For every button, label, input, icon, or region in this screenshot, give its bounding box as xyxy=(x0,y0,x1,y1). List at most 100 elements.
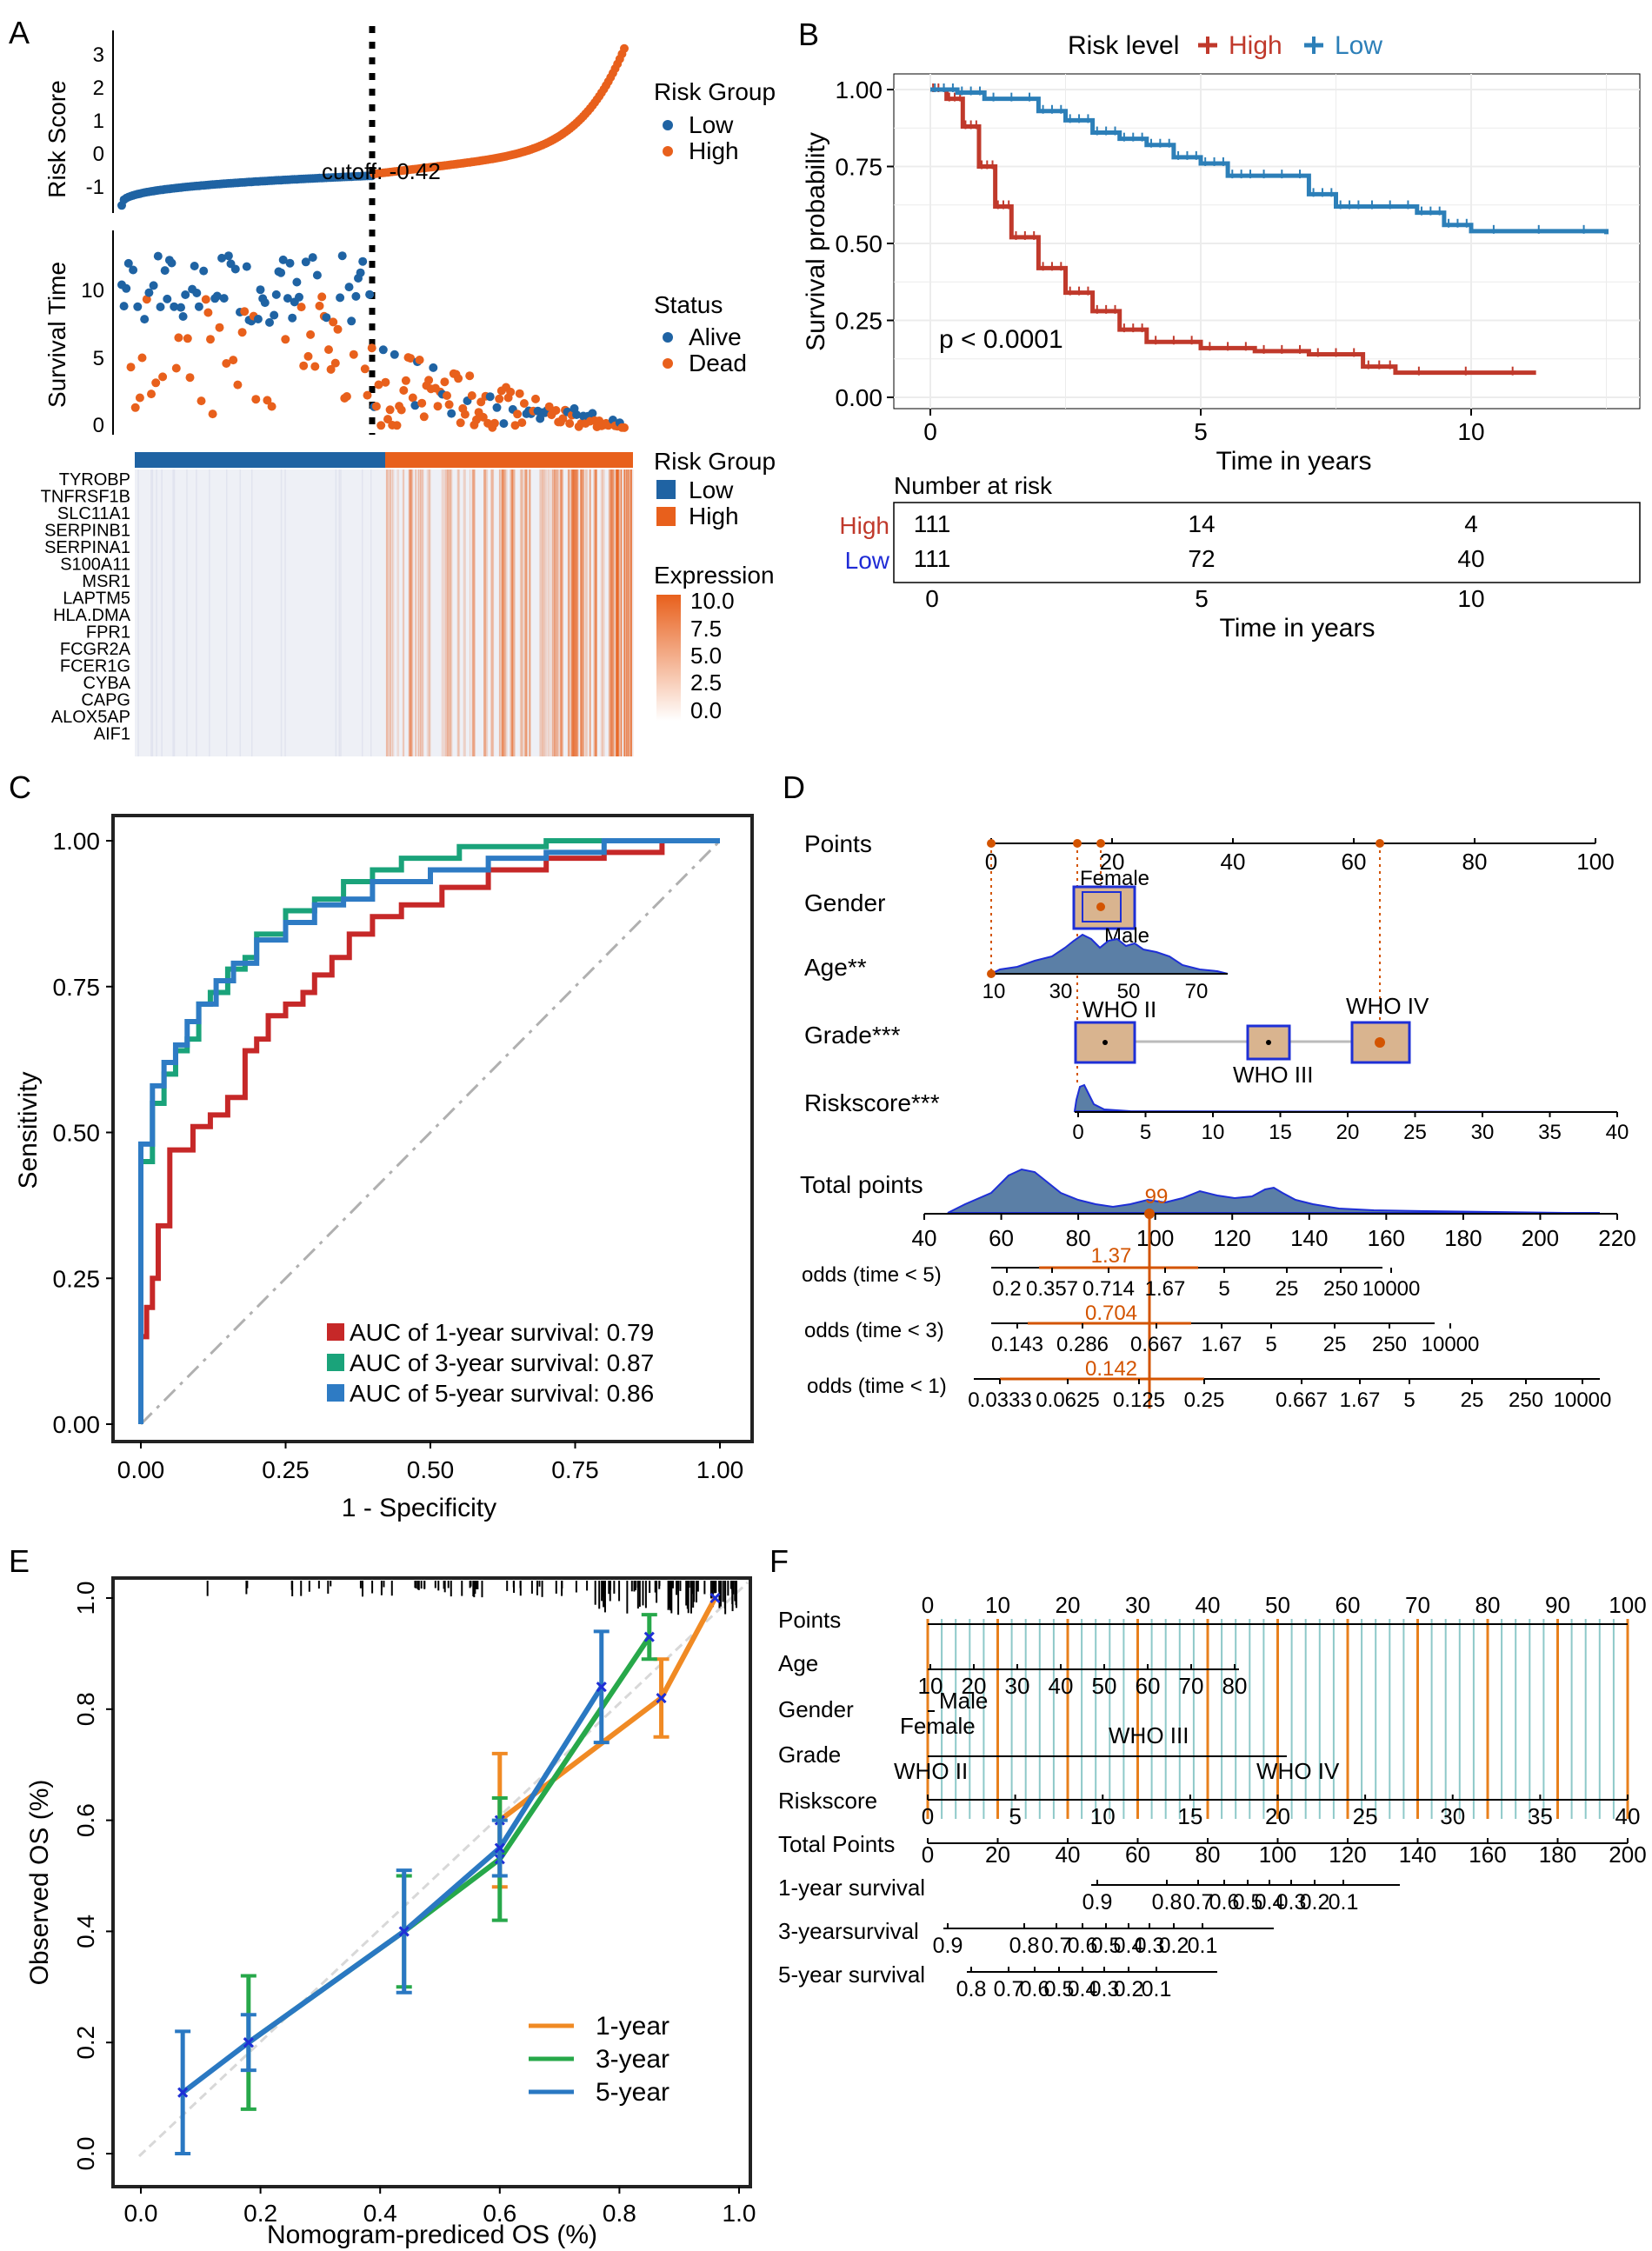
survival-dot xyxy=(194,302,203,311)
km-xlabel: Time in years xyxy=(1216,447,1372,476)
heatmap-stripe xyxy=(403,470,404,756)
heat-legend-high: High xyxy=(689,503,739,529)
km-legend-title: Risk level xyxy=(1068,31,1179,60)
cal-y-tick: 0.0 xyxy=(72,2137,99,2171)
heatmap-stripe xyxy=(447,470,449,756)
gene-label: ALOX5AP xyxy=(51,708,130,727)
survival-dot xyxy=(465,371,475,381)
survival-dot xyxy=(295,292,303,302)
heatmap-stripe xyxy=(629,470,630,756)
nomo-points-tick: 60 xyxy=(1342,849,1367,875)
heatmap-stripe xyxy=(511,470,513,756)
survival-dot xyxy=(329,317,338,327)
heatmap-stripe xyxy=(502,470,504,756)
heatmap-stripe xyxy=(526,470,528,756)
heatmap-stripe xyxy=(444,470,448,756)
roc-y-tick: 1.00 xyxy=(53,828,101,855)
f-risk-tick: 20 xyxy=(1265,1803,1290,1829)
nomo-age-tick: 70 xyxy=(1185,980,1209,1003)
f-grade-who2: WHO II xyxy=(894,1758,968,1784)
heatmap-stripe xyxy=(600,470,603,756)
nomo-total-tick: 100 xyxy=(1136,1225,1174,1251)
heatmap-stripe xyxy=(501,470,503,756)
heatmap-stripe xyxy=(555,470,558,756)
nomo-risk-tick: 5 xyxy=(1140,1121,1151,1144)
survival-dot xyxy=(153,251,163,261)
survival-dot xyxy=(160,266,170,276)
f-points-tick: 80 xyxy=(1475,1592,1501,1618)
f-age-tick: 30 xyxy=(1005,1673,1030,1699)
km-curve-high xyxy=(930,87,1536,376)
survival-dot xyxy=(296,303,306,312)
heat-legend-high-swatch xyxy=(656,507,676,526)
survival-dot xyxy=(440,377,450,387)
heatmap-stripe xyxy=(629,470,632,756)
heatmap-stripe xyxy=(511,470,513,756)
survival-dot xyxy=(531,394,540,403)
panel-letter-d: D xyxy=(783,769,805,805)
f-5yr-tick: 0.1 xyxy=(1142,1977,1172,2001)
f-risk-tick: 25 xyxy=(1353,1803,1378,1829)
f-1yr-tick: 0.7 xyxy=(1183,1890,1214,1915)
heatmap-stripe xyxy=(572,470,574,756)
heatmap-stripe xyxy=(391,470,393,756)
survival-dot xyxy=(367,343,376,353)
nomo-points-tick: 100 xyxy=(1576,849,1614,875)
heatmap-stripe xyxy=(583,470,585,756)
nomo-odds-tick: 250 xyxy=(1372,1333,1407,1356)
nomo-odds-tick: 5 xyxy=(1265,1333,1276,1356)
nomo-points-tick: 0 xyxy=(985,849,997,875)
survival-dot xyxy=(476,397,486,407)
legend-alive: Alive xyxy=(689,323,742,350)
roc-y-tick: 0.00 xyxy=(53,1411,101,1438)
survival-dot xyxy=(219,294,229,303)
nomo-odds-tick: 0.0333 xyxy=(968,1389,1031,1412)
heatmap-stripe xyxy=(560,470,563,756)
roc-legend: AUC of 1-year survival: 0.79 AUC of 3-ye… xyxy=(327,1319,654,1407)
heatmap-stripe xyxy=(390,470,391,756)
roc-x-tick: 0.25 xyxy=(262,1456,310,1483)
f-points-tick: 90 xyxy=(1545,1592,1570,1618)
gene-label: FCER1G xyxy=(60,657,130,676)
survival-dot xyxy=(190,262,199,270)
roc-y-tick: 0.75 xyxy=(53,974,101,1001)
nomo-total-tick: 160 xyxy=(1368,1225,1405,1251)
panel-letter-c: C xyxy=(9,769,31,805)
heatmap-stripe xyxy=(594,470,597,756)
heatmap-stripe xyxy=(449,470,451,756)
heatmap-stripe xyxy=(420,470,422,756)
survival-dot xyxy=(399,386,409,395)
f-1yr-tick: 0.1 xyxy=(1329,1890,1359,1915)
survival-dot xyxy=(558,414,568,423)
heatmap-stripe xyxy=(504,470,506,756)
heatmap-stripe xyxy=(426,470,429,756)
f-row-gender: Gender xyxy=(778,1696,854,1722)
heatmap-stripe xyxy=(613,470,616,756)
cal-x-tick: 0.0 xyxy=(124,2200,158,2227)
f-age-tick: 60 xyxy=(1136,1673,1161,1699)
f-row-3yr: 3-yearsurvival xyxy=(778,1918,919,1944)
survival-dot xyxy=(572,410,582,419)
f-3yr-tick: 0.9 xyxy=(933,1934,963,1958)
cal-point xyxy=(643,1631,655,1642)
survival-dot xyxy=(171,363,181,373)
nomo-odds-tick: 0.667 xyxy=(1130,1333,1182,1356)
km-y-tick: 0.25 xyxy=(836,308,883,335)
panel-e: 0.0 0.2 0.4 0.6 0.8 1.0 1.0 0.8 0.6 0.4 0.2 0.0 Nom… xyxy=(25,1576,756,2249)
heatmap-stripe xyxy=(391,470,395,756)
heatmap-stripe xyxy=(173,470,176,756)
heatmap-stripe xyxy=(390,470,391,756)
survival-dot xyxy=(206,335,215,344)
cal-xlabel: Nomogram-prediced OS (%) xyxy=(267,2221,597,2249)
gene-label: FCGR2A xyxy=(60,640,131,659)
f-risk-tick: 40 xyxy=(1615,1803,1641,1829)
survival-dot xyxy=(140,315,150,324)
heatmap-stripe xyxy=(510,470,513,756)
heatmap-stripe xyxy=(410,470,412,756)
survival-dot xyxy=(324,345,333,355)
survival-dot xyxy=(308,253,317,263)
km-x-tick: 10 xyxy=(1457,418,1484,445)
survival-dot xyxy=(490,418,499,428)
f-5yr-tick: 0.3 xyxy=(1089,1977,1120,2001)
nomo-risk-tick: 35 xyxy=(1538,1121,1562,1144)
